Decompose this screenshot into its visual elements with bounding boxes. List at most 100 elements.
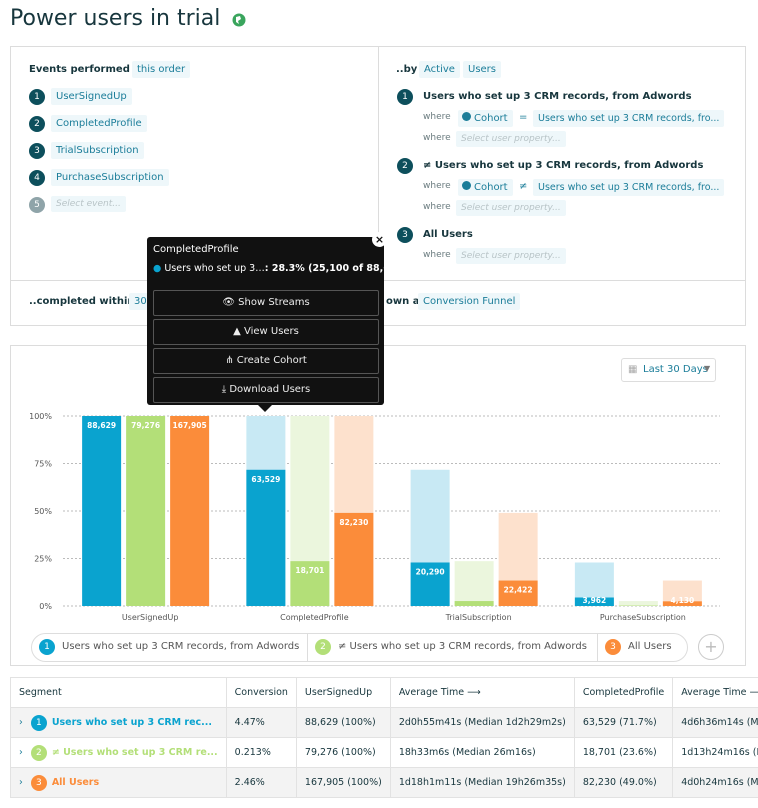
operator: =	[519, 112, 528, 123]
table-row: › 2 ≠ Users who set up 3 CRM re... 0.213% 79…	[10, 737, 758, 768]
segment-name: All Users	[423, 229, 473, 240]
tooltip-line: ● Users who set up 3…: 28.3% (25,100 of …	[153, 263, 408, 274]
value-label: 20,290	[416, 567, 445, 576]
tooltip-button[interactable]: ▲ View Users	[153, 319, 379, 345]
table-cell: 1d18h1m11s (Median 19h26m35s)	[389, 767, 575, 798]
expand-icon[interactable]: ›	[19, 746, 23, 758]
value-label: 4,130	[671, 596, 695, 605]
value-label: 167,905	[173, 421, 207, 430]
step-name[interactable]: TrialSubscription	[51, 142, 144, 159]
legend-swatch[interactable]: 1	[39, 639, 55, 655]
date-label: Last 30 Days	[643, 364, 708, 375]
previous-step-bar	[618, 601, 658, 606]
operator: ≠	[519, 181, 528, 192]
bar	[246, 469, 286, 606]
previous-step-bar	[454, 561, 494, 606]
expand-icon[interactable]: ›	[19, 716, 23, 728]
bar	[126, 416, 166, 606]
bar	[410, 562, 450, 606]
property-placeholder[interactable]: Select user property...	[456, 131, 566, 147]
order-chip[interactable]: this order	[132, 61, 191, 78]
step-name[interactable]: UserSignedUp	[51, 88, 132, 105]
y-tick-label: 0%	[39, 602, 52, 611]
legend-swatch[interactable]: 3	[605, 639, 621, 655]
value-chip[interactable]: Users who set up 3 CRM records, fro...	[533, 179, 725, 196]
segment-number: 1	[397, 89, 413, 105]
tooltip-arrow	[258, 405, 272, 412]
step-name[interactable]: CompletedProfile	[51, 115, 147, 132]
value-label: 63,529	[251, 475, 280, 484]
bar	[498, 580, 538, 606]
expand-icon[interactable]: ›	[19, 776, 23, 788]
step-name[interactable]: PurchaseSubscription	[51, 169, 169, 186]
completed-label: ..completed within	[29, 296, 135, 307]
property-placeholder[interactable]: Select user property...	[456, 200, 566, 216]
table-cell: 63,529 (71.7%)	[573, 707, 674, 738]
step-placeholder[interactable]: Select event...	[51, 196, 126, 212]
bar	[82, 416, 122, 606]
where-label: where	[423, 202, 451, 212]
events-label: Events performed in	[29, 64, 144, 75]
table-cell: 167,905 (100%)	[295, 767, 391, 798]
legend-swatch[interactable]: 2	[315, 639, 331, 655]
tooltip-button[interactable]: ⋔ Create Cohort	[153, 348, 379, 374]
divider	[378, 46, 379, 280]
where-label: where	[423, 181, 451, 191]
completed-chip[interactable]: 30	[129, 293, 152, 310]
where-label: where	[423, 112, 451, 122]
segment-name: Users who set up 3 CRM records, from Adw…	[423, 91, 692, 102]
legend-divider	[307, 634, 308, 661]
y-tick-label: 50%	[34, 507, 52, 516]
step-number: 3	[29, 143, 45, 159]
by-chip[interactable]: Active	[419, 61, 460, 78]
table-cell: 1d13h24m16s (Med	[672, 737, 758, 768]
bar	[662, 601, 702, 606]
close-button[interactable]: ×	[372, 232, 387, 247]
value-chip[interactable]: Users who set up 3 CRM records, fro...	[533, 110, 725, 127]
table-cell: 88,629 (100%)	[295, 707, 391, 738]
column-header[interactable]: CompletedProfile	[573, 677, 674, 708]
by-chip[interactable]: Users	[463, 61, 502, 78]
property-chip[interactable]: Cohort	[458, 179, 513, 196]
segment-number: 1	[30, 714, 47, 731]
segment-name: All Users	[51, 776, 100, 788]
legend-label[interactable]: Users who set up 3 CRM records, from Adw…	[62, 641, 300, 652]
property-chip[interactable]: Cohort	[458, 110, 513, 127]
bar	[290, 561, 330, 606]
x-tick-label: CompletedProfile	[280, 613, 349, 622]
legend-divider	[597, 634, 598, 661]
legend-label[interactable]: All Users	[628, 641, 672, 652]
value-label: 79,276	[131, 421, 160, 430]
table-cell: 79,276 (100%)	[295, 737, 391, 768]
legend-label[interactable]: ≠ Users who set up 3 CRM records, from A…	[338, 641, 587, 652]
step-number: 5	[29, 197, 45, 213]
shown-label: own as	[386, 296, 426, 307]
table-row: › 3 All Users 2.46% 167,905 (100%) 1d18h1m11s…	[10, 767, 758, 798]
legend	[31, 633, 688, 662]
property-icon	[462, 181, 471, 190]
add-segment[interactable]: +	[698, 634, 724, 660]
property-icon	[462, 112, 471, 121]
segment-name: ≠ Users who set up 3 CRM records, from A…	[423, 160, 704, 171]
results-table: Segment Conversion UserSignedUp Average Tim…	[10, 677, 758, 798]
property-placeholder[interactable]: Select user property...	[456, 248, 566, 264]
date-button[interactable]: ▦ Last 30 Days ▼	[621, 358, 716, 382]
by-label: ..by	[396, 64, 418, 75]
value-label: 82,230	[339, 518, 368, 527]
column-header[interactable]: UserSignedUp	[295, 677, 391, 708]
x-tick-label: TrialSubscription	[445, 613, 512, 622]
value-label: 88,629	[87, 421, 116, 430]
step-number: 2	[29, 116, 45, 132]
column-header[interactable]: Segment	[10, 677, 227, 708]
table-cell: 82,230 (49.0%)	[573, 767, 674, 798]
shown-chip[interactable]: Conversion Funnel	[418, 293, 521, 310]
segment-number: 3	[397, 227, 413, 243]
table-cell: 2d0h55m41s (Median 1d2h29m2s)	[389, 707, 575, 738]
button-label: Create Cohort	[236, 355, 307, 366]
tooltip: CompletedProfile ● Users who set up 3…: …	[147, 232, 407, 412]
tooltip-button[interactable]: ⤓ Download Users	[153, 377, 379, 403]
tooltip-button[interactable]: 👁 Show Streams	[153, 290, 379, 316]
x-tick-label: PurchaseSubscription	[600, 613, 686, 622]
table-row: › 1 Users who set up 3 CRM rec... 4.47% 88,6…	[10, 707, 758, 738]
